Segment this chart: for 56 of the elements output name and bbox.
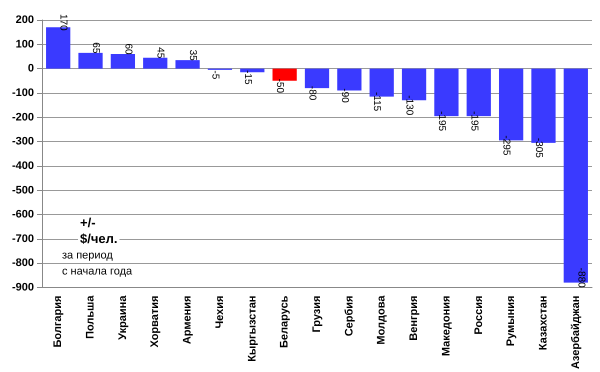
x-tick-label: Сербия xyxy=(343,296,356,336)
data-label: 60 xyxy=(122,43,134,56)
data-label: -195 xyxy=(436,111,447,132)
x-tick-label: Азербайджан xyxy=(570,296,582,370)
bar xyxy=(110,54,136,69)
x-tick-label: Россия xyxy=(472,296,485,335)
data-label: -115 xyxy=(371,92,382,112)
y-tick-label: -600 xyxy=(12,208,34,221)
bar xyxy=(272,68,297,81)
x-tick-label: Румыния xyxy=(505,296,518,346)
data-label: -880 xyxy=(575,268,586,288)
data-label: -90 xyxy=(338,88,350,104)
y-tick-label: -200 xyxy=(12,111,34,124)
annotation: +/- xyxy=(80,215,96,230)
x-tick-label: Хорватия xyxy=(149,296,162,348)
annotation: с начала года xyxy=(62,266,134,278)
x-tick-label: Украина xyxy=(116,294,129,340)
x-tick-label: Болгария xyxy=(52,296,64,348)
x-tick-label: Венгрия xyxy=(408,296,420,341)
bar xyxy=(78,52,103,69)
data-label: -295 xyxy=(500,135,512,156)
data-label: -305 xyxy=(532,138,544,158)
data-label: -5 xyxy=(209,70,220,80)
data-label: -80 xyxy=(306,86,318,101)
x-tick-label: Македония xyxy=(440,296,452,356)
x-tick-label: Молдова xyxy=(376,294,388,345)
x-tick-label: Чехия xyxy=(214,296,226,329)
data-label: -50 xyxy=(274,78,286,94)
y-tick-label: 200 xyxy=(16,14,34,26)
y-tick-label: -500 xyxy=(12,184,34,196)
x-tick-label: Беларусь xyxy=(278,295,291,348)
y-tick-label: -100 xyxy=(12,86,34,99)
data-label: -15 xyxy=(242,70,253,85)
data-label: 35 xyxy=(187,50,198,62)
bar xyxy=(240,68,264,72)
x-tick-label: Грузия xyxy=(311,296,323,333)
x-tick-label: Казахстан xyxy=(537,296,550,350)
bar xyxy=(143,58,168,69)
y-tick-label: -800 xyxy=(12,257,34,270)
data-label: -130 xyxy=(404,95,415,116)
y-tick-label: 100 xyxy=(16,38,34,50)
data-label: 65 xyxy=(90,42,102,54)
data-label: 45 xyxy=(154,47,166,59)
data-label: 170 xyxy=(58,14,69,32)
x-tick-label: Польша xyxy=(84,294,97,339)
x-tick-label: Армения xyxy=(182,296,194,344)
y-tick-label: -300 xyxy=(12,136,34,148)
y-tick-label: -900 xyxy=(12,282,34,294)
y-tick-label: 0 xyxy=(28,62,34,75)
data-label: -195 xyxy=(468,111,480,132)
annotation: за период xyxy=(62,250,114,262)
bar xyxy=(175,60,200,69)
annotation: $/чел. xyxy=(80,231,118,246)
x-tick-label: Кыргызстан xyxy=(246,296,258,362)
y-tick-label: -700 xyxy=(12,232,34,245)
y-tick-label: -400 xyxy=(12,160,34,172)
